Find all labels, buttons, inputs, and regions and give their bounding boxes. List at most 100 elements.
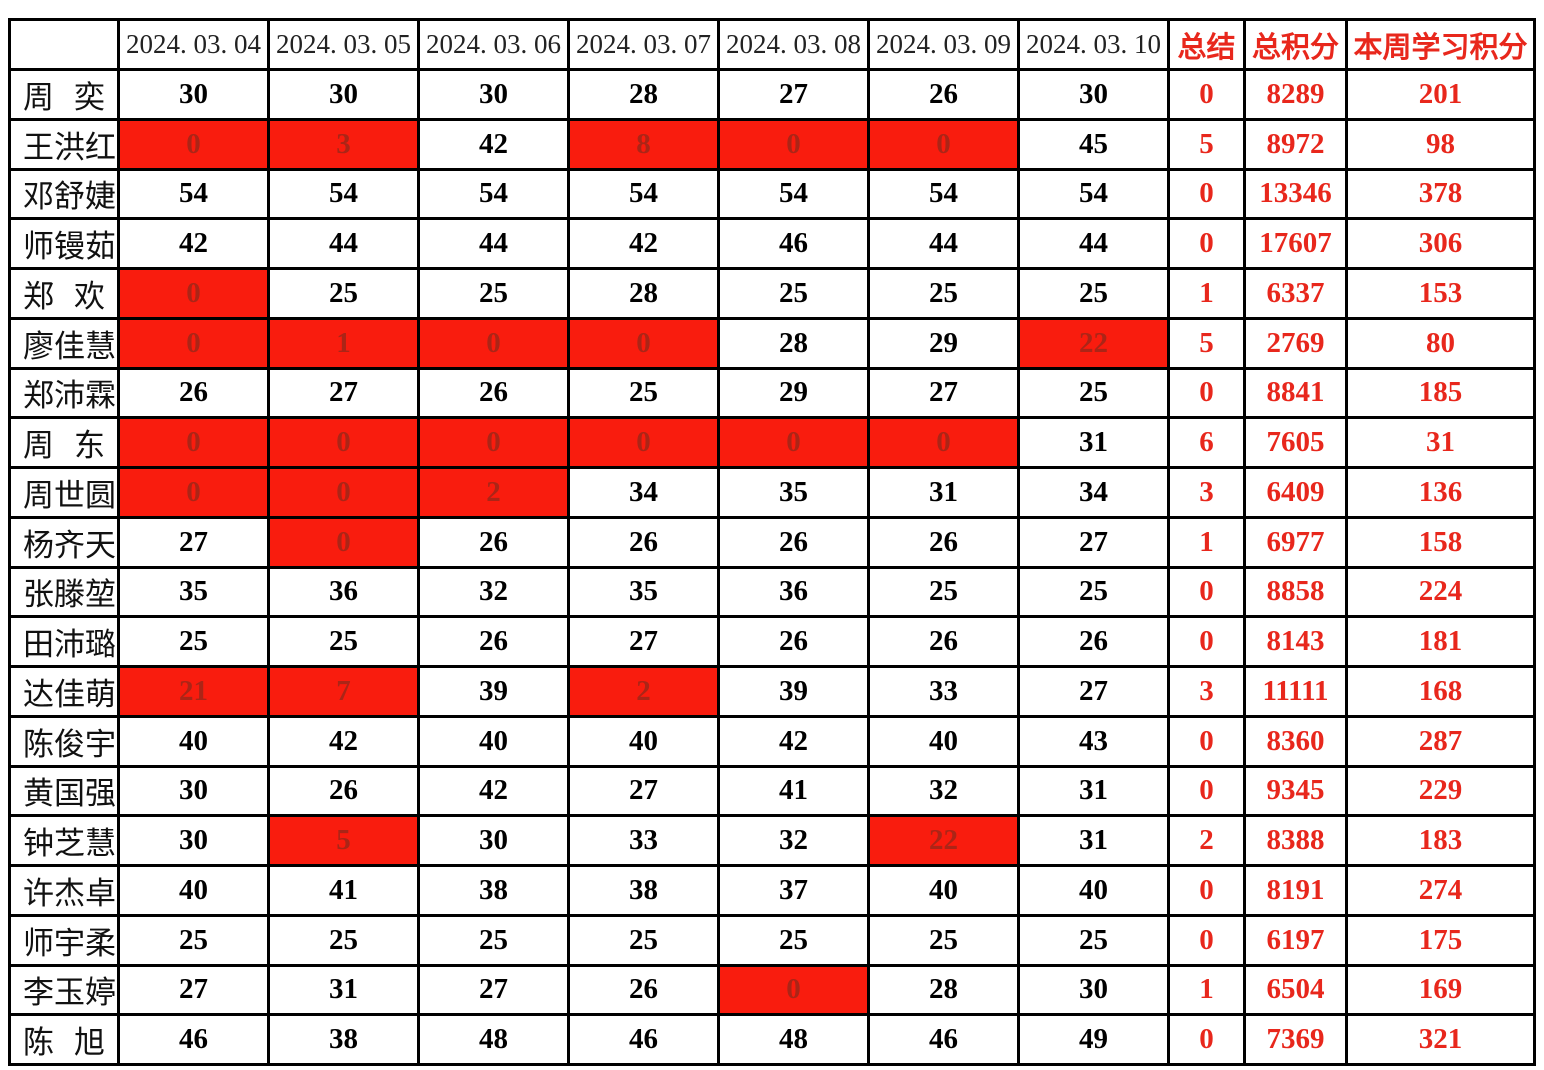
total-points-cell: 7605 [1243,416,1348,469]
score-cell: 25 [867,565,1020,619]
total-points-cell: 6977 [1243,515,1348,569]
total-points-cell: 13346 [1243,167,1348,221]
summary-cell: 0 [1167,714,1246,768]
summary-cell: 0 [1167,366,1246,420]
score-cell: 30 [417,68,570,121]
score-cell: 25 [867,913,1020,967]
student-name-cell: 许杰卓 [8,864,120,917]
student-name-cell: 王洪红 [8,117,120,171]
week-points-cell: 183 [1345,814,1536,867]
score-cell: 0 [267,416,420,469]
score-cell: 54 [717,167,870,221]
score-cell: 44 [417,217,570,270]
summary-cell: 1 [1167,267,1246,320]
week-points-cell: 168 [1345,665,1536,718]
table-body: 周奕 30 30 30 28 27 26 30 0 8289 201 王洪红 0… [8,68,1536,1066]
score-cell: 30 [417,814,570,867]
score-cell: 32 [717,814,870,867]
table-row: 李玉婷 27 31 27 26 0 28 30 1 6504 169 [8,963,1536,1017]
table-row: 田沛璐 25 25 26 27 26 26 26 0 8143 181 [8,615,1536,668]
score-cell: 0 [267,466,420,519]
week-points-cell: 274 [1345,864,1536,917]
table-row: 钟芝慧 30 5 30 33 32 22 31 2 8388 183 [8,814,1536,867]
score-cell: 25 [267,913,420,967]
score-cell: 31 [1017,814,1170,867]
score-cell: 39 [417,665,570,718]
total-points-cell: 6197 [1243,913,1348,967]
table-row: 达佳萌 21 7 39 2 39 33 27 3 11111 168 [8,665,1536,718]
score-cell: 32 [417,565,570,619]
score-cell: 45 [1017,117,1170,171]
score-cell: 26 [417,366,570,420]
student-name-cell: 周东 [8,416,120,469]
score-cell: 42 [567,217,720,270]
summary-cell: 6 [1167,416,1246,469]
score-cell: 27 [267,366,420,420]
score-cell: 26 [867,515,1020,569]
week-points-cell: 98 [1345,117,1536,171]
score-cell: 35 [567,565,720,619]
student-name-cell: 周奕 [8,68,120,121]
total-points-cell: 11111 [1243,665,1348,718]
score-cell: 0 [117,316,270,370]
total-points-cell: 2769 [1243,316,1348,370]
table-row: 陈俊宇 40 42 40 40 42 40 43 0 8360 287 [8,714,1536,768]
score-cell: 40 [567,714,720,768]
score-cell: 44 [1017,217,1170,270]
score-cell: 25 [1017,913,1170,967]
summary-cell: 3 [1167,665,1246,718]
week-points-cell: 136 [1345,466,1536,519]
score-cell: 26 [417,515,570,569]
score-cell: 41 [267,864,420,917]
week-points-cell: 158 [1345,515,1536,569]
summary-cell: 0 [1167,68,1246,121]
score-cell: 54 [267,167,420,221]
score-cell: 22 [1017,316,1170,370]
week-points-cell: 181 [1345,615,1536,668]
score-cell: 26 [417,615,570,668]
week-points-cell: 80 [1345,316,1536,370]
score-cell: 31 [1017,764,1170,818]
col-header-date-7: 2024. 03. 10 [1017,18,1170,71]
score-cell: 41 [717,764,870,818]
score-cell: 0 [717,117,870,171]
score-cell: 28 [867,963,1020,1017]
score-cell: 54 [417,167,570,221]
score-cell: 1 [267,316,420,370]
score-cell: 40 [417,714,570,768]
score-cell: 30 [117,764,270,818]
score-cell: 25 [417,913,570,967]
score-cell: 30 [267,68,420,121]
col-header-date-1: 2024. 03. 04 [117,18,270,71]
score-cell: 25 [1017,267,1170,320]
col-header-date-3: 2024. 03. 06 [417,18,570,71]
score-cell: 35 [717,466,870,519]
week-points-cell: 31 [1345,416,1536,469]
score-cell: 0 [717,416,870,469]
score-cell: 42 [417,764,570,818]
score-cell: 46 [867,1013,1020,1066]
summary-cell: 0 [1167,1013,1246,1066]
student-name-cell: 郑欢 [8,267,120,320]
score-cell: 0 [867,117,1020,171]
student-name-cell: 钟芝慧 [8,814,120,867]
score-cell: 25 [867,267,1020,320]
table-row: 邓舒婕 54 54 54 54 54 54 54 0 13346 378 [8,167,1536,221]
score-cell: 35 [117,565,270,619]
score-cell: 34 [1017,466,1170,519]
score-cell: 0 [567,416,720,469]
summary-cell: 3 [1167,466,1246,519]
score-cell: 26 [1017,615,1170,668]
summary-cell: 5 [1167,316,1246,370]
score-cell: 26 [867,68,1020,121]
score-cell: 40 [117,864,270,917]
score-cell: 7 [267,665,420,718]
score-cell: 46 [117,1013,270,1066]
header-row: 2024. 03. 04 2024. 03. 05 2024. 03. 06 2… [8,18,1536,71]
score-cell: 31 [867,466,1020,519]
score-cell: 49 [1017,1013,1170,1066]
student-name-cell: 张滕堃 [8,565,120,619]
score-cell: 2 [417,466,570,519]
week-points-cell: 169 [1345,963,1536,1017]
total-points-cell: 6504 [1243,963,1348,1017]
